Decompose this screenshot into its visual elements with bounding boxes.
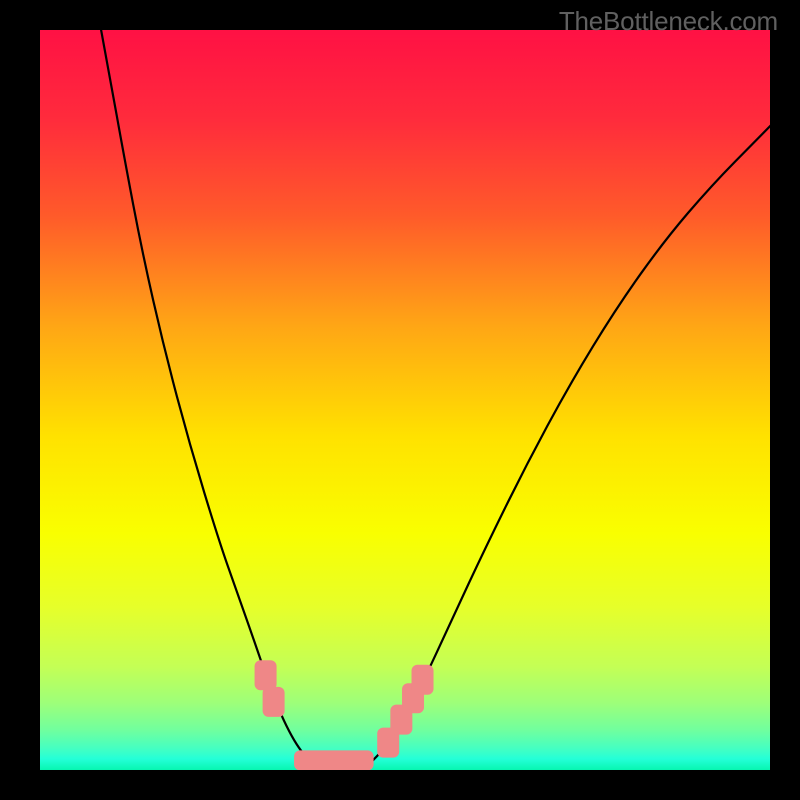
- plot-area-gradient: [40, 30, 770, 770]
- watermark-text: TheBottleneck.com: [559, 6, 778, 37]
- marker-left-0: [255, 660, 277, 690]
- chart-container: TheBottleneck.com: [0, 0, 800, 800]
- marker-right-3: [412, 665, 434, 695]
- bottleneck-curve-chart: [0, 0, 800, 800]
- marker-left-1: [263, 687, 285, 717]
- marker-bottom-bar: [294, 750, 374, 770]
